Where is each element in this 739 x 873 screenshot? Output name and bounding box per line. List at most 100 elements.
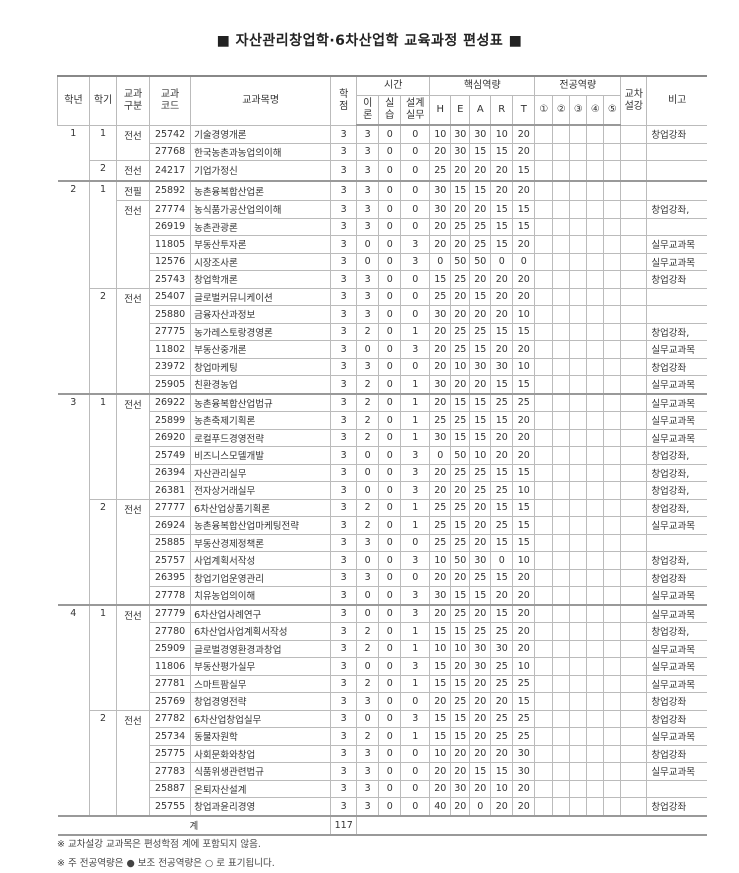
core-h: 15 (429, 622, 452, 641)
major-competency-1 (534, 498, 554, 517)
theory-hours: 2 (356, 622, 380, 641)
cross-listed-cell (620, 305, 648, 324)
note-cell: 실무교과목 (646, 428, 707, 447)
major-competency-4 (586, 217, 605, 236)
theory-hours: 3 (356, 568, 380, 587)
core-e: 30 (450, 779, 471, 798)
credits: 3 (330, 124, 358, 144)
major-competency-1 (534, 124, 554, 144)
core-t: 25 (512, 392, 536, 412)
category-cell: 전선 (116, 200, 151, 289)
practice-hours: 0 (378, 252, 402, 271)
major-competency-3 (569, 533, 588, 552)
core-a: 30 (469, 639, 492, 658)
core-r: 20 (490, 179, 514, 201)
course-name: 식품위생관련법규 (190, 762, 332, 781)
theory-hours: 3 (356, 797, 380, 816)
year-cell: 4 (57, 603, 91, 816)
cross-listed-cell (620, 160, 648, 181)
cross-listed-cell (620, 322, 648, 341)
major-competency-3 (569, 744, 588, 763)
practice-hours: 0 (378, 516, 402, 535)
course-code: 25742 (149, 124, 192, 144)
course-code: 11802 (149, 340, 192, 359)
core-r: 10 (490, 124, 514, 144)
core-h: 15 (429, 657, 452, 676)
major-competency-3 (569, 797, 588, 816)
note-cell: 창업강좌, (646, 622, 707, 641)
major-competency-2 (552, 392, 571, 412)
practice-hours: 0 (378, 463, 402, 482)
core-t: 30 (512, 744, 536, 763)
credits: 3 (330, 287, 358, 306)
major-competency-4 (586, 674, 605, 693)
note-cell: 창업강좌 (646, 568, 707, 587)
core-t: 20 (512, 779, 536, 798)
course-code: 26924 (149, 516, 192, 535)
core-r: 20 (490, 586, 514, 605)
major-competency-1 (534, 463, 554, 482)
cross-listed-cell (620, 568, 648, 587)
core-r: 20 (490, 305, 514, 324)
core-e: 20 (450, 305, 471, 324)
header-core-E: E (450, 95, 471, 126)
theory-hours: 2 (356, 428, 380, 447)
major-competency-5 (603, 463, 622, 482)
core-e: 50 (450, 446, 471, 465)
core-e: 25 (450, 498, 471, 517)
note-cell: 창업강좌, (646, 463, 707, 482)
table-row: 26919 농촌관광론 3 3 0 0 20 25 25 15 15 (58, 217, 707, 236)
course-name: 부동산중개론 (190, 340, 332, 359)
practice-hours: 0 (378, 375, 402, 394)
core-a: 20 (469, 516, 492, 535)
practice-hours: 0 (378, 446, 402, 465)
core-a: 25 (469, 622, 492, 641)
course-code: 11805 (149, 235, 192, 254)
cross-listed-cell (620, 744, 648, 763)
core-e: 50 (450, 252, 471, 271)
practice-hours: 0 (378, 533, 402, 552)
major-competency-5 (603, 797, 622, 816)
core-h: 20 (429, 762, 452, 781)
major-competency-4 (586, 287, 605, 306)
table-row: 26920 로컬푸드경영전략 3 2 0 1 30 15 15 20 20 실무교과목 (58, 428, 707, 447)
credits: 3 (330, 762, 358, 781)
table-row: 25885 부동산경제정책론 3 3 0 0 25 25 20 15 15 (58, 533, 707, 552)
cross-listed-cell (620, 428, 648, 447)
course-name: 온퇴자산설계 (190, 779, 332, 798)
header-semester: 학기 (89, 75, 118, 126)
design-hours: 0 (400, 270, 431, 289)
major-competency-3 (569, 779, 588, 798)
major-competency-1 (534, 287, 554, 306)
practice-hours: 0 (378, 779, 402, 798)
table-row: 25887 온퇴자산설계 3 3 0 0 20 30 20 10 20 (58, 779, 707, 798)
core-t: 20 (512, 235, 536, 254)
course-name: 농촌융복합산업법규 (190, 392, 332, 412)
design-hours: 0 (400, 142, 431, 161)
major-competency-5 (603, 568, 622, 587)
practice-hours: 0 (378, 179, 402, 201)
core-t: 20 (512, 586, 536, 605)
course-name: 사업계획서작성 (190, 551, 332, 570)
major-competency-1 (534, 762, 554, 781)
major-competency-5 (603, 375, 622, 394)
major-competency-2 (552, 551, 571, 570)
theory-hours: 3 (356, 160, 380, 181)
major-competency-3 (569, 709, 588, 728)
design-hours: 3 (400, 340, 431, 359)
table-row: 25755 창업과윤리경영 3 3 0 0 40 20 0 20 20 창업강좌 (58, 797, 707, 816)
note-cell: 실무교과목 (646, 252, 707, 271)
header-design: 설계 실무 (400, 95, 431, 126)
table-row: 25749 비즈니스모델개발 3 0 0 3 0 50 10 20 20 창업강좌, (58, 446, 707, 465)
note-cell: 실무교과목 (646, 375, 707, 394)
major-competency-4 (586, 762, 605, 781)
table-row: 11805 부동산투자론 3 0 0 3 20 20 25 15 20 실무교과목 (58, 235, 707, 254)
major-competency-5 (603, 762, 622, 781)
table-row: 23972 창업마케팅 3 3 0 0 20 10 30 30 10 창업강좌 (58, 357, 707, 376)
practice-hours: 0 (378, 270, 402, 289)
category-cell: 전선 (116, 603, 151, 711)
major-competency-5 (603, 744, 622, 763)
practice-hours: 0 (378, 551, 402, 570)
major-competency-4 (586, 779, 605, 798)
core-h: 15 (429, 709, 452, 728)
